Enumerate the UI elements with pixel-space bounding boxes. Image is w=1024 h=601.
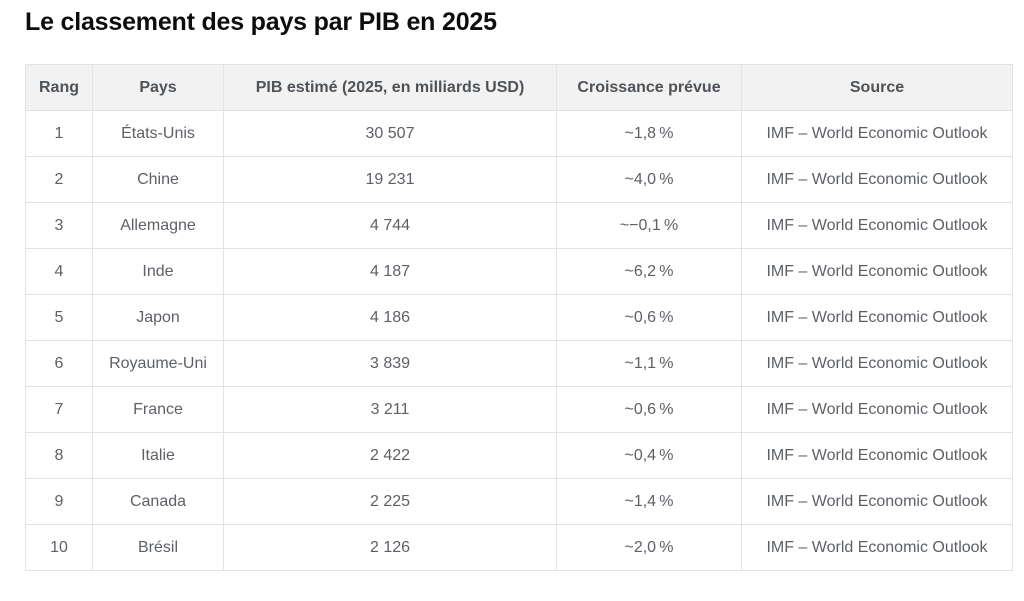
- cell-growth: ~0,6 %: [556, 386, 742, 433]
- cell-gdp: 2 126: [223, 524, 557, 571]
- cell-gdp: 3 211: [223, 386, 557, 433]
- cell-growth: ~4,0 %: [556, 156, 742, 203]
- cell-source: IMF – World Economic Outlook: [741, 202, 1013, 249]
- page-title: Le classement des pays par PIB en 2025: [25, 8, 497, 36]
- cell-rank: 9: [25, 478, 93, 525]
- table-body: 1 États-Unis 30 507 ~1,8 % IMF – World E…: [25, 110, 1013, 571]
- table-row: 2 Chine 19 231 ~4,0 % IMF – World Econom…: [25, 156, 1013, 203]
- column-header-pib-estime: PIB estimé (2025, en milliards USD): [223, 64, 557, 111]
- cell-country: Japon: [92, 294, 224, 341]
- cell-gdp: 4 186: [223, 294, 557, 341]
- column-header-source: Source: [741, 64, 1013, 111]
- cell-rank: 8: [25, 432, 93, 479]
- cell-source: IMF – World Economic Outlook: [741, 524, 1013, 571]
- cell-country: Chine: [92, 156, 224, 203]
- cell-gdp: 4 187: [223, 248, 557, 295]
- cell-country: Inde: [92, 248, 224, 295]
- table-row: 1 États-Unis 30 507 ~1,8 % IMF – World E…: [25, 110, 1013, 157]
- cell-rank: 5: [25, 294, 93, 341]
- column-header-pays: Pays: [92, 64, 224, 111]
- cell-gdp: 30 507: [223, 110, 557, 157]
- cell-source: IMF – World Economic Outlook: [741, 478, 1013, 525]
- cell-gdp: 3 839: [223, 340, 557, 387]
- cell-country: Brésil: [92, 524, 224, 571]
- cell-source: IMF – World Economic Outlook: [741, 110, 1013, 157]
- table-row: 8 Italie 2 422 ~0,4 % IMF – World Econom…: [25, 432, 1013, 479]
- cell-growth: ~1,8 %: [556, 110, 742, 157]
- cell-source: IMF – World Economic Outlook: [741, 386, 1013, 433]
- table-header-row: Rang Pays PIB estimé (2025, en milliards…: [25, 64, 1013, 111]
- cell-growth: ~0,6 %: [556, 294, 742, 341]
- cell-growth: ~2,0 %: [556, 524, 742, 571]
- cell-rank: 3: [25, 202, 93, 249]
- table-row: 5 Japon 4 186 ~0,6 % IMF – World Economi…: [25, 294, 1013, 341]
- cell-country: États-Unis: [92, 110, 224, 157]
- cell-growth: ~1,1 %: [556, 340, 742, 387]
- cell-growth: ~1,4 %: [556, 478, 742, 525]
- cell-gdp: 2 422: [223, 432, 557, 479]
- table-header: Rang Pays PIB estimé (2025, en milliards…: [25, 64, 1013, 111]
- table-row: 6 Royaume-Uni 3 839 ~1,1 % IMF – World E…: [25, 340, 1013, 387]
- cell-source: IMF – World Economic Outlook: [741, 432, 1013, 479]
- cell-rank: 2: [25, 156, 93, 203]
- cell-country: France: [92, 386, 224, 433]
- table-row: 9 Canada 2 225 ~1,4 % IMF – World Econom…: [25, 478, 1013, 525]
- cell-growth: ~6,2 %: [556, 248, 742, 295]
- cell-rank: 4: [25, 248, 93, 295]
- cell-gdp: 2 225: [223, 478, 557, 525]
- column-header-rang: Rang: [25, 64, 93, 111]
- cell-source: IMF – World Economic Outlook: [741, 248, 1013, 295]
- cell-gdp: 19 231: [223, 156, 557, 203]
- cell-rank: 6: [25, 340, 93, 387]
- cell-growth: ~−0,1 %: [556, 202, 742, 249]
- gdp-ranking-table: Rang Pays PIB estimé (2025, en milliards…: [25, 64, 1013, 571]
- cell-gdp: 4 744: [223, 202, 557, 249]
- cell-rank: 7: [25, 386, 93, 433]
- cell-country: Royaume-Uni: [92, 340, 224, 387]
- cell-rank: 10: [25, 524, 93, 571]
- cell-country: Allemagne: [92, 202, 224, 249]
- cell-source: IMF – World Economic Outlook: [741, 294, 1013, 341]
- cell-country: Italie: [92, 432, 224, 479]
- cell-source: IMF – World Economic Outlook: [741, 340, 1013, 387]
- cell-growth: ~0,4 %: [556, 432, 742, 479]
- table-row: 7 France 3 211 ~0,6 % IMF – World Econom…: [25, 386, 1013, 433]
- table-row: 4 Inde 4 187 ~6,2 % IMF – World Economic…: [25, 248, 1013, 295]
- table-row: 3 Allemagne 4 744 ~−0,1 % IMF – World Ec…: [25, 202, 1013, 249]
- cell-country: Canada: [92, 478, 224, 525]
- column-header-croissance-prevue: Croissance prévue: [556, 64, 742, 111]
- table-row: 10 Brésil 2 126 ~2,0 % IMF – World Econo…: [25, 524, 1013, 571]
- cell-rank: 1: [25, 110, 93, 157]
- cell-source: IMF – World Economic Outlook: [741, 156, 1013, 203]
